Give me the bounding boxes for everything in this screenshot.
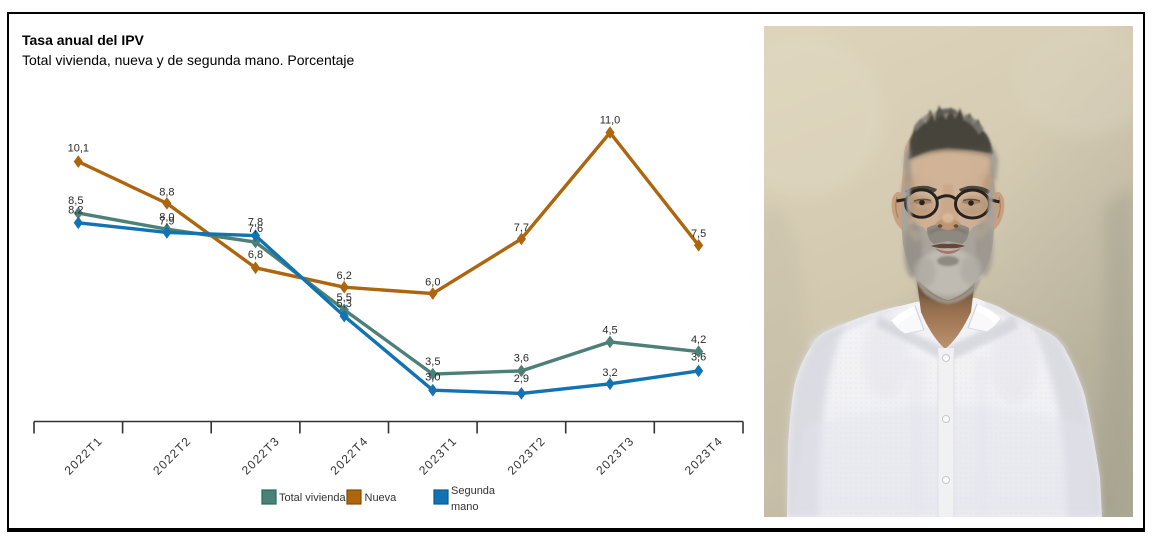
svg-text:8,0: 8,0 (159, 211, 174, 223)
svg-text:7,8: 7,8 (248, 217, 263, 229)
svg-text:4,5: 4,5 (602, 325, 617, 337)
svg-text:2022T4: 2022T4 (327, 434, 371, 478)
svg-text:2023T4: 2023T4 (682, 434, 726, 478)
svg-text:2,9: 2,9 (514, 373, 529, 385)
svg-text:5,3: 5,3 (337, 298, 352, 310)
svg-text:3,2: 3,2 (602, 367, 617, 379)
svg-text:7,7: 7,7 (514, 222, 529, 234)
svg-text:2023T3: 2023T3 (593, 434, 637, 478)
svg-text:6,0: 6,0 (425, 277, 440, 289)
svg-text:2022T2: 2022T2 (150, 434, 194, 478)
svg-text:2022T1: 2022T1 (62, 434, 106, 478)
svg-text:mano: mano (451, 501, 479, 513)
svg-text:11,0: 11,0 (600, 115, 621, 127)
svg-text:7,9: 7,9 (159, 215, 174, 227)
svg-text:5,5: 5,5 (337, 292, 352, 304)
svg-text:Nueva: Nueva (365, 492, 398, 504)
svg-text:6,2: 6,2 (337, 270, 352, 282)
svg-text:3,5: 3,5 (425, 356, 440, 368)
svg-text:7,6: 7,6 (248, 223, 263, 235)
svg-text:6,8: 6,8 (248, 249, 263, 261)
svg-text:4,2: 4,2 (691, 334, 706, 346)
svg-text:2022T3: 2022T3 (239, 434, 283, 478)
svg-text:3,6: 3,6 (514, 353, 529, 365)
svg-text:3,0: 3,0 (425, 372, 440, 384)
svg-text:8,8: 8,8 (159, 187, 174, 199)
svg-text:Total vivienda: Total vivienda (279, 492, 347, 504)
svg-text:7,5: 7,5 (691, 228, 706, 240)
svg-text:10,1: 10,1 (68, 143, 89, 155)
svg-text:2023T1: 2023T1 (416, 434, 460, 478)
svg-text:8,2: 8,2 (68, 205, 83, 217)
svg-text:8,5: 8,5 (68, 195, 83, 207)
svg-text:2023T2: 2023T2 (505, 434, 549, 478)
svg-text:Segunda: Segunda (451, 485, 496, 497)
svg-text:3,6: 3,6 (691, 352, 706, 364)
